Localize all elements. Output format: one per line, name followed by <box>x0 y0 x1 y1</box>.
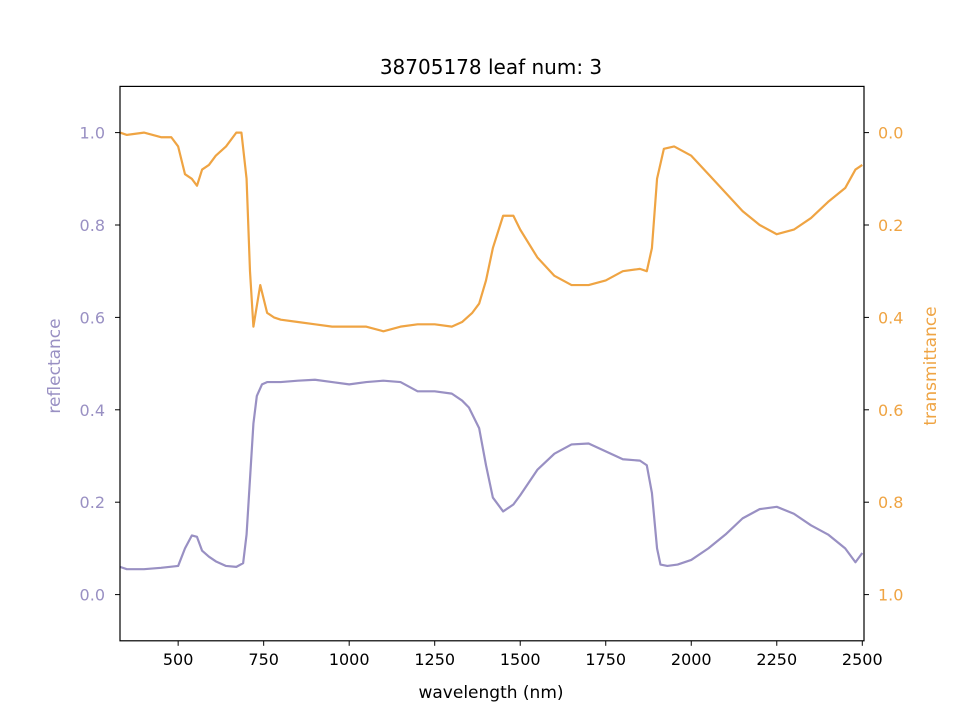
x-tick-label: 750 <box>248 650 279 669</box>
reflectance-line <box>119 378 864 571</box>
right-y-tick-label: 0.8 <box>878 493 903 512</box>
x-tick-label: 1750 <box>585 650 626 669</box>
right-y-tick-label: 0.0 <box>878 124 903 143</box>
left-y-tick-label: 0.2 <box>80 493 105 512</box>
x-tick-label: 2250 <box>756 650 797 669</box>
right-y-axis-label: transmittance <box>921 306 941 425</box>
right-y-axis: 0.0 0.2 0.4 0.6 0.8 1.0 <box>864 124 903 605</box>
left-y-tick-label: 0.0 <box>80 586 105 605</box>
x-axis: 500 750 1000 1250 1500 1750 2000 2250 2500 <box>163 640 883 669</box>
x-tick-label: 2500 <box>842 650 883 669</box>
x-tick-label: 500 <box>163 650 194 669</box>
x-tick-label: 1500 <box>500 650 541 669</box>
left-y-tick-label: 0.8 <box>80 216 105 235</box>
left-y-axis-label: reflectance <box>45 318 65 413</box>
right-y-tick-label: 1.0 <box>878 586 903 605</box>
right-y-tick-label: 0.2 <box>878 216 903 235</box>
x-axis-label: wavelength (nm) <box>418 683 563 703</box>
transmittance-line <box>119 131 863 333</box>
x-tick-label: 2000 <box>671 650 712 669</box>
right-y-tick-label: 0.6 <box>878 401 903 420</box>
left-y-tick-label: 1.0 <box>80 124 105 143</box>
left-y-tick-label: 0.6 <box>80 308 105 327</box>
x-tick-label: 1000 <box>329 650 370 669</box>
left-y-tick-label: 0.4 <box>80 401 105 420</box>
plot-frame <box>119 85 865 642</box>
right-y-tick-label: 0.4 <box>878 308 903 327</box>
left-y-axis: 0.0 0.2 0.4 0.6 0.8 1.0 <box>80 124 120 605</box>
x-tick-label: 1250 <box>414 650 455 669</box>
chart-title: 38705178 leaf num: 3 <box>380 55 602 79</box>
series-layer <box>119 131 864 571</box>
